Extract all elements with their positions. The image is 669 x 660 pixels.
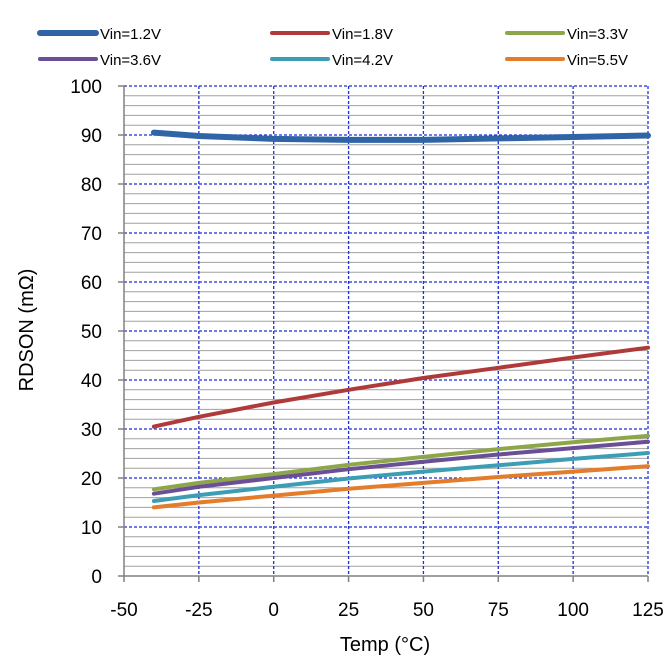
x-tick-label: 100 [557,600,589,621]
x-tick-label: 0 [268,600,279,621]
y-tick-labels: 0 10 20 30 40 50 60 70 80 90 100 [70,77,102,588]
y-tick-label: 20 [81,469,102,490]
x-tick-label: -50 [110,600,137,621]
y-tick-label: 90 [81,126,102,147]
y-tick-label: 60 [81,273,102,294]
axes [118,85,649,582]
y-tick-label: 100 [70,77,102,98]
y-tick-label: 0 [91,567,102,588]
x-tick-label: 50 [413,600,434,621]
y-tick-label: 40 [81,371,102,392]
x-tick-label: 75 [488,600,509,621]
x-tick-label: 125 [632,600,664,621]
y-tick-label: 10 [81,518,102,539]
y-tick-label: 50 [81,322,102,343]
series-line [150,129,651,143]
legend: Vin=1.2V Vin=1.8V Vin=3.3V Vin=3.6V Vin=4.2V… [37,26,628,69]
y-tick-label: 30 [81,420,102,441]
legend-label: Vin=1.2V [100,26,161,43]
y-tick-label: 80 [81,175,102,196]
series-line [151,433,650,492]
series-line [151,345,650,429]
legend-label: Vin=3.6V [100,52,161,69]
series-line [151,439,650,496]
series-line [151,464,650,510]
x-tick-label: 25 [338,600,359,621]
series-lines [150,129,651,510]
minor-gridlines [124,95,648,567]
x-axis-title: Temp (°C) [340,634,430,656]
x-tick-labels: -50 -25 0 25 50 75 100 125 [110,600,664,621]
y-tick-label: 70 [81,224,102,245]
x-tick-label: -25 [185,600,212,621]
y-axis-title: RDSON (mΩ) [16,269,38,392]
major-gridlines [124,85,649,576]
legend-label: Vin=4.2V [332,52,393,69]
series-line [151,451,650,503]
legend-label: Vin=5.5V [567,52,628,69]
legend-label: Vin=1.8V [332,26,393,43]
legend-label: Vin=3.3V [567,26,628,43]
